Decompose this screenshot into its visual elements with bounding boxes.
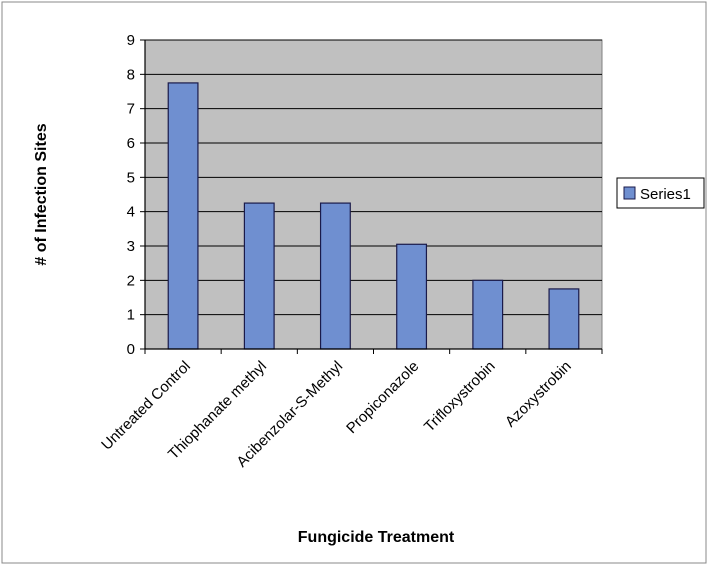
y-tick-label-9: 9 (127, 32, 135, 49)
bars (167, 82, 580, 350)
y-tick-label-3: 3 (127, 238, 135, 255)
y-tick-label-8: 8 (127, 66, 135, 83)
y-axis-title: # of Infection Sites (33, 123, 50, 265)
bar-untreated-control (167, 82, 199, 350)
plot-area (144, 39, 603, 350)
y-tick-label-1: 1 (127, 307, 135, 324)
legend-swatch (623, 186, 636, 200)
axes (140, 39, 603, 354)
legend-box (616, 177, 705, 209)
y-tick-label-4: 4 (127, 204, 135, 221)
gridlines (145, 39, 602, 316)
y-tick-label-2: 2 (127, 272, 135, 289)
legend: Series1 (616, 177, 705, 209)
bar-propiconazole (396, 243, 428, 350)
bar-acibenzolar-s-methyl (319, 202, 351, 350)
y-tick-labels: 0 1 2 3 4 5 6 7 8 9 (127, 32, 135, 358)
bar-azoxystrobin (548, 288, 580, 350)
y-tick-label-0: 0 (127, 341, 135, 358)
x-axis-title: Fungicide Treatment (298, 529, 455, 546)
legend-entry-series1: Series1 (640, 186, 691, 203)
y-tick-label-7: 7 (127, 101, 135, 118)
bar-thiophanate-methyl (243, 202, 275, 350)
y-tick-label-6: 6 (127, 135, 135, 152)
bar-trifloxystrobin (472, 279, 504, 350)
y-tick-label-5: 5 (127, 169, 135, 186)
